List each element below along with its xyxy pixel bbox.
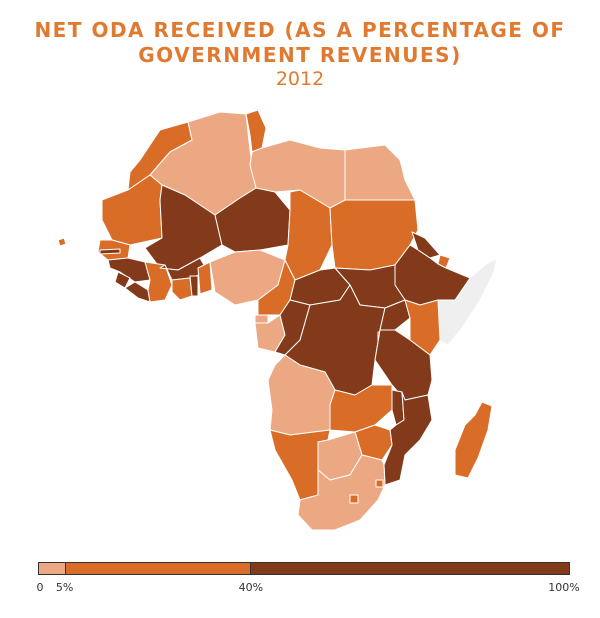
country-uganda xyxy=(379,299,411,331)
africa-choropleth-map xyxy=(57,109,498,531)
country-south-africa xyxy=(297,454,386,531)
legend-bin-0 xyxy=(39,563,66,574)
map-title: NET ODA RECEIVED (AS A PERCENTAGE OF GOV… xyxy=(0,18,600,68)
country-madagascar xyxy=(454,401,493,479)
country-egypt xyxy=(344,144,416,201)
country-lesotho xyxy=(349,494,359,504)
country-eritrea xyxy=(411,231,441,259)
country-ghana xyxy=(171,277,193,301)
country-tanzania xyxy=(374,329,433,401)
country-cape-verde xyxy=(57,237,67,247)
country-liberia xyxy=(124,281,151,303)
legend-tick-2: 40% xyxy=(238,581,264,594)
country-guinea xyxy=(107,257,151,283)
country-swaziland xyxy=(375,479,384,488)
title-line-1: NET ODA RECEIVED (AS A PERCENTAGE OF xyxy=(34,18,566,42)
legend-tick-1: 5% xyxy=(55,581,74,594)
country-kenya xyxy=(404,299,441,356)
country-zambia xyxy=(329,384,393,433)
legend-tick-3: 100% xyxy=(548,581,580,594)
country-equatorial-guinea xyxy=(254,314,269,324)
legend-bin-1 xyxy=(65,563,251,574)
color-legend xyxy=(38,562,570,575)
legend-bin-2 xyxy=(251,563,569,574)
title-line-2: GOVERNMENT REVENUES) xyxy=(138,43,462,67)
country-benin xyxy=(197,261,213,295)
map-year: 2012 xyxy=(275,68,325,90)
country-togo xyxy=(189,275,199,297)
country-gambia xyxy=(99,248,121,255)
legend-tick-0: 0 xyxy=(36,581,44,594)
